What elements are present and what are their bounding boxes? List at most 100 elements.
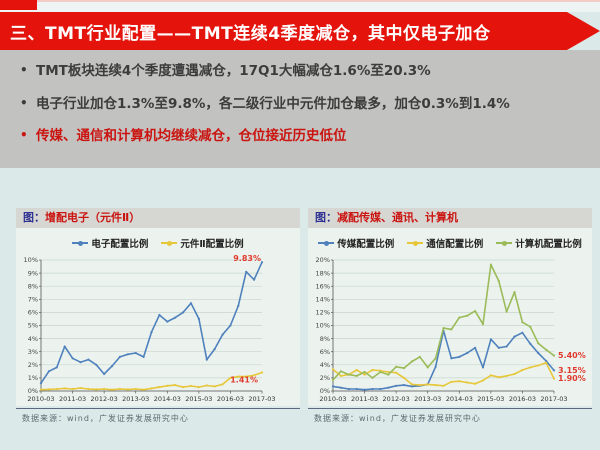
data-point — [395, 371, 398, 374]
bullet-item: • 电子行业加仓1.3%至9.8%，各二级行业中元件加仓最多，加仓0.3%到1.4… — [20, 96, 576, 114]
series-line — [40, 371, 263, 391]
data-point — [134, 387, 137, 391]
bullet-text: TMT板块连续4个季度遭遇减仓，17Q1大幅减仓1.6%至20.3% — [36, 63, 431, 79]
chart-title-prefix: 图： — [315, 211, 337, 224]
y-tick-label: 2% — [28, 361, 38, 369]
data-point — [71, 357, 74, 360]
data-point — [55, 366, 58, 369]
data-point — [347, 373, 350, 376]
data-point — [87, 387, 90, 391]
data-point — [529, 342, 532, 345]
data-point — [63, 387, 66, 390]
y-tick-label: 16% — [316, 282, 330, 290]
chart-title-text: 减配传媒、通讯、计算机 — [337, 211, 458, 224]
bullet-dot: • — [20, 63, 28, 77]
legend-item: 通信配置比例 — [407, 236, 483, 250]
data-point — [497, 279, 500, 283]
data-point — [371, 376, 374, 379]
data-point — [166, 384, 169, 387]
data-point — [47, 388, 50, 391]
bullet-text: 传媒、通信和计算机均继续减仓，仓位接近历史低位 — [36, 128, 347, 145]
data-point — [410, 360, 413, 363]
data-point — [513, 291, 516, 294]
data-point — [39, 388, 43, 391]
legend-label: 元件Ⅱ配置比例 — [180, 239, 244, 250]
data-point — [410, 383, 413, 386]
data-point — [237, 304, 240, 307]
data-point — [466, 381, 469, 384]
data-point — [418, 355, 421, 358]
data-point — [174, 316, 177, 319]
legend-line-swatch — [496, 240, 513, 246]
end-value-annotation: 3.15% — [558, 366, 586, 375]
data-point — [537, 351, 540, 355]
data-point — [166, 320, 169, 323]
data-point — [387, 370, 390, 374]
data-point — [458, 316, 461, 319]
data-point — [545, 361, 548, 364]
data-point — [331, 368, 335, 371]
data-point — [505, 310, 508, 313]
data-point — [221, 333, 224, 336]
data-point — [205, 358, 208, 361]
x-tick-label: 2012-03 — [383, 395, 410, 403]
x-tick-label: 2017-03 — [540, 395, 567, 403]
y-tick-label: 10% — [24, 256, 38, 264]
y-tick-label: 20% — [316, 256, 330, 264]
data-point — [387, 373, 390, 376]
y-tick-label: 10% — [316, 322, 330, 330]
data-point — [142, 388, 145, 391]
y-tick-label: 18% — [316, 269, 330, 277]
legend-item: 传媒配置比例 — [318, 236, 394, 250]
chart-title-tmt-sectors: 图：减配传媒、通讯、计算机 — [308, 208, 592, 228]
legend-line-swatch — [407, 240, 424, 246]
y-tick-label: 4% — [28, 335, 38, 343]
data-point — [118, 387, 121, 391]
x-tick-label: 2012-03 — [91, 395, 118, 403]
x-tick-label: 2010-03 — [319, 395, 346, 403]
data-point — [450, 380, 453, 383]
x-tick-label: 2015-03 — [477, 395, 504, 403]
x-tick-label: 2011-03 — [351, 395, 378, 403]
data-point — [363, 388, 366, 391]
source-note: 数据来源：wind，广发证券发展研究中心 — [16, 408, 300, 424]
data-point — [229, 376, 232, 379]
data-point — [221, 383, 224, 386]
y-tick-label: 9% — [28, 269, 38, 277]
line-chart-electronics: 0% 1% 2% 3% 4% 5% 6% 7% 8% 9% 10% 2010-03 2011-03 201… — [24, 254, 276, 403]
data-point — [537, 342, 540, 345]
data-point — [395, 365, 398, 368]
data-point — [426, 366, 429, 369]
data-point — [95, 388, 98, 391]
data-point — [205, 384, 208, 387]
legend-label: 传媒配置比例 — [337, 239, 395, 250]
data-point — [245, 270, 248, 273]
data-point — [529, 366, 532, 369]
data-point — [552, 354, 556, 357]
data-point — [197, 386, 200, 389]
data-point — [229, 324, 232, 327]
data-point — [182, 386, 185, 389]
legend-label: 电子配置比例 — [91, 239, 149, 250]
data-point — [79, 361, 82, 364]
data-point — [434, 384, 437, 387]
series-line — [332, 263, 555, 381]
data-point — [95, 363, 98, 366]
y-tick-label: 0% — [320, 387, 330, 395]
data-point — [513, 335, 516, 338]
data-point — [474, 346, 477, 349]
data-point — [150, 387, 153, 390]
legend-item: 电子配置比例 — [72, 236, 148, 250]
data-point — [521, 321, 524, 324]
y-tick-label: 8% — [28, 282, 38, 290]
data-point — [442, 384, 445, 387]
data-point — [497, 346, 500, 349]
y-tick-label: 0% — [28, 387, 38, 395]
chart-panel-tmt-sectors: 图：减配传媒、通讯、计算机 传媒配置比例 通信配置比例 计算机配置比例 0% 2% 4%… — [308, 208, 592, 424]
data-point — [481, 366, 485, 369]
data-point — [434, 365, 437, 368]
end-value-annotation: 1.90% — [558, 374, 586, 383]
charts-row: 图：增配电子（元件Ⅱ） 电子配置比例 元件Ⅱ配置比例 0% 1% 2% 3% 4% 5% 6%… — [0, 168, 600, 424]
data-point — [426, 383, 429, 386]
